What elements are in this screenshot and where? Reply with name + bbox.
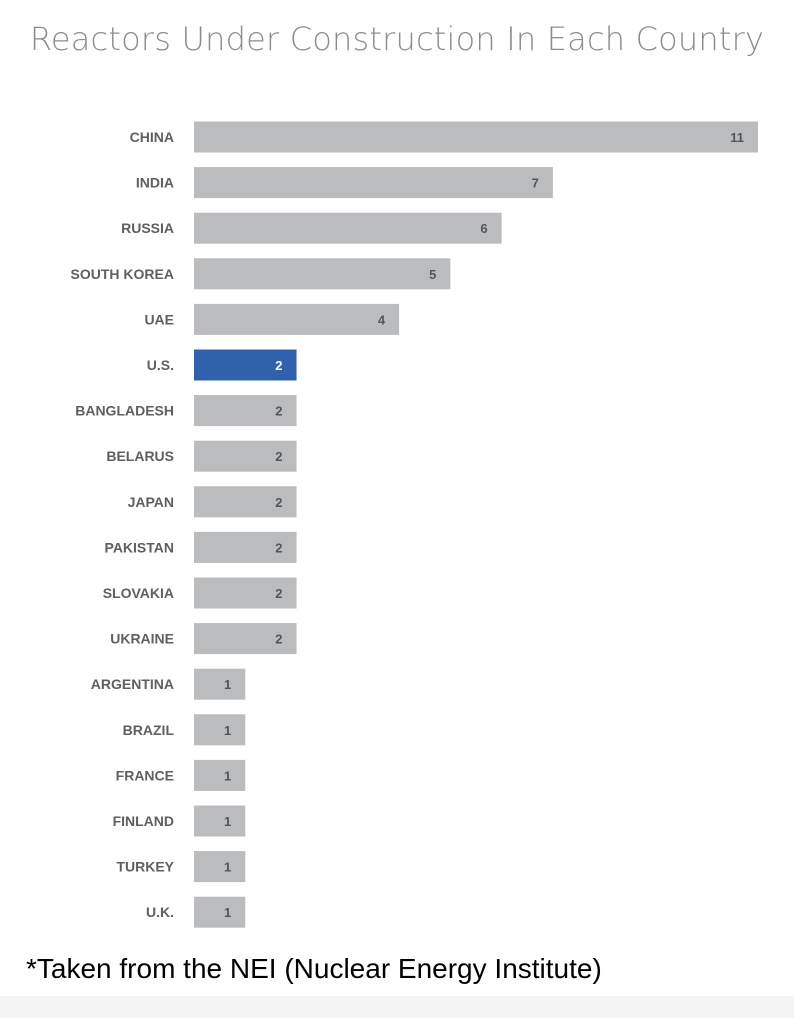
value-label-india: 7 [532, 176, 539, 191]
bar-u-s [194, 349, 297, 381]
category-label-u-s: U.S. [147, 357, 174, 373]
category-label-bangladesh: BANGLADESH [75, 403, 174, 419]
value-label-pakistan: 2 [275, 540, 282, 555]
category-label-finland: FINLAND [113, 813, 174, 829]
value-label-japan: 2 [275, 495, 282, 510]
category-label-ukraine: UKRAINE [110, 631, 174, 647]
bar-belarus [194, 440, 297, 472]
bar-india [194, 167, 553, 199]
category-label-pakistan: PAKISTAN [105, 539, 174, 555]
value-label-ukraine: 2 [275, 632, 282, 647]
category-label-argentina: ARGENTINA [91, 676, 174, 692]
value-label-uae: 4 [378, 312, 386, 327]
category-label-india: INDIA [136, 175, 174, 191]
category-label-uae: UAE [144, 311, 174, 327]
bar-france [194, 759, 246, 791]
bar-russia [194, 212, 502, 244]
value-label-u-k: 1 [224, 905, 231, 920]
category-label-south-korea: SOUTH KOREA [71, 266, 174, 282]
category-label-u-k: U.K. [146, 904, 174, 920]
category-label-russia: RUSSIA [121, 220, 174, 236]
category-label-brazil: BRAZIL [123, 722, 175, 738]
category-label-slovakia: SLOVAKIA [103, 585, 174, 601]
bar-china [194, 121, 758, 153]
source-footnote: *Taken from the NEI (Nuclear Energy Inst… [26, 953, 602, 984]
value-label-u-s: 2 [275, 358, 282, 373]
category-label-japan: JAPAN [128, 494, 174, 510]
bar-turkey [194, 851, 246, 883]
bar-bangladesh [194, 395, 297, 427]
bar-japan [194, 486, 297, 518]
bar-ukraine [194, 623, 297, 655]
value-label-belarus: 2 [275, 449, 282, 464]
bar-u-k [194, 896, 246, 928]
bar-brazil [194, 714, 246, 746]
value-label-finland: 1 [224, 814, 231, 829]
bar-argentina [194, 668, 246, 700]
category-label-belarus: BELARUS [106, 448, 174, 464]
bar-pakistan [194, 531, 297, 563]
value-label-china: 11 [730, 130, 744, 145]
chart-title: Reactors Under Construction In Each Coun… [29, 20, 765, 58]
value-label-turkey: 1 [224, 860, 231, 875]
bar-finland [194, 805, 246, 837]
value-label-russia: 6 [480, 221, 487, 236]
category-label-france: FRANCE [116, 767, 174, 783]
value-label-slovakia: 2 [275, 586, 282, 601]
footer-strip [0, 996, 794, 1018]
value-label-bangladesh: 2 [275, 404, 282, 419]
bar-south-korea [194, 258, 451, 290]
category-label-turkey: TURKEY [116, 859, 174, 875]
value-label-argentina: 1 [224, 677, 231, 692]
bar-uae [194, 303, 400, 335]
bar-slovakia [194, 577, 297, 609]
value-label-brazil: 1 [224, 723, 231, 738]
value-label-south-korea: 5 [429, 267, 436, 282]
category-label-china: CHINA [130, 129, 174, 145]
value-label-france: 1 [224, 768, 231, 783]
